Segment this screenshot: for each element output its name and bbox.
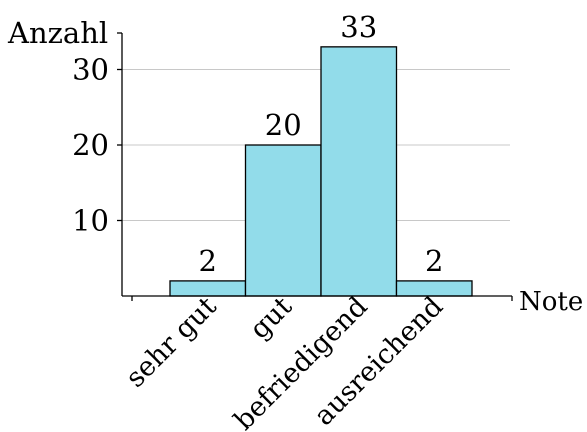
- data-label: 2: [199, 244, 217, 278]
- x-tick-label: gut: [244, 291, 298, 345]
- x-tick-label: befriedigend: [228, 291, 373, 432]
- data-label: 33: [340, 10, 377, 44]
- y-tick-labels: 10 20 30: [72, 53, 122, 238]
- bar: [244, 144, 322, 297]
- bars: [169, 46, 473, 297]
- data-labels: 2 20 33 2: [199, 10, 444, 278]
- x-axis-label: Note: [519, 287, 583, 317]
- bar: [395, 280, 473, 297]
- y-tick-label: 20: [72, 128, 109, 162]
- x-tick-label: sehr gut: [120, 291, 223, 394]
- data-label: 2: [425, 244, 443, 278]
- data-label: 20: [265, 108, 302, 142]
- axes: [117, 32, 513, 301]
- y-tick-label: 30: [72, 53, 109, 87]
- y-axis-label: Anzahl: [7, 16, 108, 50]
- y-tick-label: 10: [72, 204, 109, 238]
- bar: [169, 280, 247, 297]
- bar: [320, 46, 398, 297]
